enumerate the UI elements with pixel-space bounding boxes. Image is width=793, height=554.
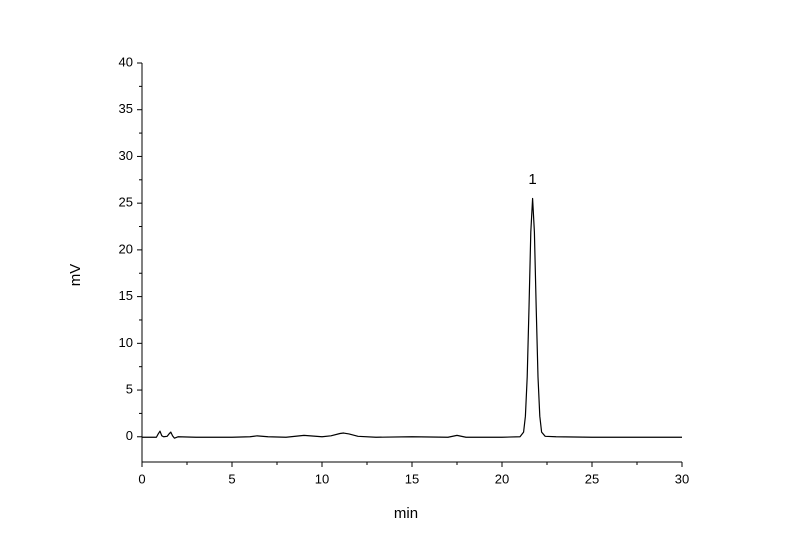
x-tick-label: 10 <box>315 471 329 486</box>
y-tick-label: 20 <box>119 241 133 256</box>
x-tick-label: 5 <box>228 471 235 486</box>
x-axis-label: min <box>394 505 418 522</box>
x-tick-label: 30 <box>675 471 689 486</box>
y-tick-label: 35 <box>119 101 133 116</box>
y-tick-label: 15 <box>119 288 133 303</box>
y-tick-label: 25 <box>119 195 133 210</box>
x-tick-label: 20 <box>495 471 509 486</box>
x-tick-label: 15 <box>405 471 419 486</box>
y-tick-label: 40 <box>119 54 133 69</box>
x-tick-label: 25 <box>585 471 599 486</box>
y-tick-label: 10 <box>119 335 133 350</box>
y-tick-label: 30 <box>119 148 133 163</box>
y-tick-label: 5 <box>126 381 133 396</box>
annotation: 1 <box>528 171 536 188</box>
x-tick-label: 0 <box>138 471 145 486</box>
data-line <box>142 197 682 439</box>
y-tick-label: 0 <box>126 428 133 443</box>
y-axis-label: mV <box>67 264 84 287</box>
